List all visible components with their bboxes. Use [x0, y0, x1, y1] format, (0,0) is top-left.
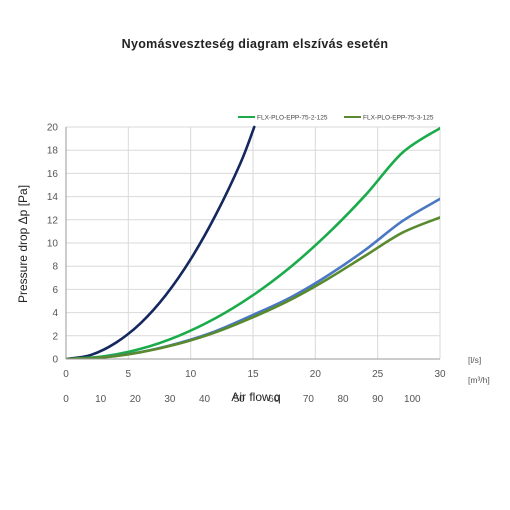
x-axis-label: Air flow q [231, 390, 280, 404]
y-tick-label: 16 [47, 169, 59, 180]
chart-title: Nyomásveszteség diagram elszívás esetén [122, 37, 389, 51]
y-tick-label: 12 [47, 215, 59, 226]
y-tick-label: 0 [52, 355, 58, 366]
series-line-4 [66, 216, 440, 359]
y-tick-label: 10 [47, 239, 59, 250]
x-tick-label: 10 [185, 369, 197, 380]
x-tick-label: 15 [247, 369, 259, 380]
x2-tick-label: 30 [164, 394, 176, 405]
y-axis-label: Pressure drop Δp [Pa] [16, 185, 30, 303]
x2-tick-label: 50 [234, 394, 246, 405]
x2-tick-label: 100 [404, 394, 421, 405]
axes [65, 127, 440, 360]
y-tick-label: 8 [52, 262, 58, 273]
x2-tick-label: 80 [337, 394, 349, 405]
series-group [66, 125, 440, 359]
legend-label: FLX-PLO-EPP-75-2-125 [257, 115, 328, 122]
y-tick-label: 20 [47, 123, 59, 134]
y-tick-label: 14 [47, 192, 59, 203]
x-unit-primary: [l/s] [468, 355, 481, 365]
y-tick-label: 6 [52, 285, 58, 296]
legend-label: FLX-PLO-EPP-75-3-125 [363, 115, 434, 122]
x-tick-label: 0 [63, 369, 69, 380]
x-unit-secondary: [m³/h] [468, 375, 490, 385]
series-line-1 [66, 125, 256, 359]
x2-tick-labels: 0 10 20 30 40 50 60 70 80 90 100 [63, 394, 421, 405]
y-tick-labels: 0 2 4 6 8 10 12 14 16 18 20 [47, 123, 59, 366]
y-tick-label: 18 [47, 146, 59, 157]
legend: FLX-PLO-EPP-75-2-125 FLX-PLO-EPP-75-3-125 [238, 115, 434, 122]
x2-tick-label: 90 [372, 394, 384, 405]
y-tick-label: 4 [52, 308, 58, 319]
x2-tick-label: 0 [63, 394, 69, 405]
y-tick-label: 2 [52, 331, 58, 342]
x-tick-labels: 0 5 10 15 20 25 30 [63, 369, 446, 380]
x2-tick-label: 20 [130, 394, 142, 405]
x-tick-label: 25 [372, 369, 384, 380]
x-tick-label: 30 [434, 369, 446, 380]
x2-tick-label: 70 [303, 394, 315, 405]
x-tick-label: 5 [126, 369, 132, 380]
x2-tick-label: 60 [268, 394, 280, 405]
x2-tick-label: 10 [95, 394, 107, 405]
x-tick-label: 20 [310, 369, 322, 380]
series-line-2 [66, 126, 440, 359]
x2-tick-label: 40 [199, 394, 211, 405]
